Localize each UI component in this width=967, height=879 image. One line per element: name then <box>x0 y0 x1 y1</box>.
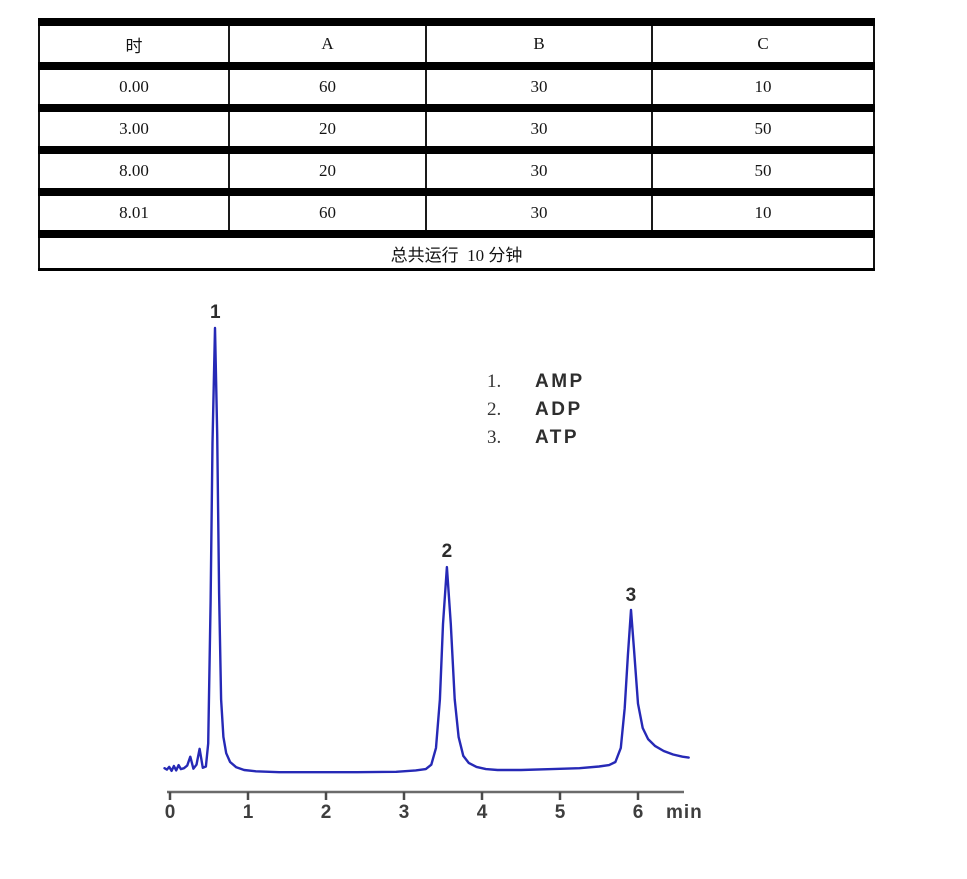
legend: 1. AMP 2. ADP 3. ATP <box>487 371 585 455</box>
table-row: 3.00 20 30 50 <box>39 108 874 154</box>
table-cell: 50 <box>651 150 874 196</box>
x-axis-tick-label: 1 <box>242 802 254 823</box>
peak-label-amp: 1 <box>209 302 221 323</box>
legend-name: ATP <box>535 427 580 448</box>
table-cell: 30 <box>425 192 652 238</box>
table-cell: 30 <box>425 108 652 154</box>
legend-marker: 3. <box>487 427 502 448</box>
x-axis-tick-label: 6 <box>632 802 644 823</box>
legend-marker: 1. <box>487 371 502 392</box>
legend-marker: 2. <box>487 399 502 420</box>
peak-label-atp: 3 <box>625 584 637 606</box>
table-cell: 60 <box>228 192 426 238</box>
table-cell: 60 <box>228 66 426 112</box>
x-axis-unit-label: min <box>666 802 703 823</box>
table-cell: 20 <box>228 108 426 154</box>
table-footer-cell: 总共运行 10 分钟 <box>390 245 523 265</box>
legend-name: ADP <box>535 399 583 420</box>
column-header: B <box>425 22 652 70</box>
column-header: C <box>651 22 874 70</box>
column-header: A <box>228 22 426 70</box>
gradient-table: 时 A B C 0.00 60 30 10 3.00 20 30 50 8.00 20 30 50 8.01 60… <box>38 18 875 271</box>
table-cell: 30 <box>425 66 652 112</box>
table-cell: 10 <box>651 66 874 112</box>
table-row: 8.01 60 30 10 <box>39 192 874 238</box>
table-cell: 0.00 <box>39 66 229 112</box>
column-header: 时 <box>39 22 229 70</box>
peak-label-adp: 2 <box>441 540 453 562</box>
table-row: 0.00 60 30 10 <box>39 66 874 112</box>
table-cell: 50 <box>651 108 874 154</box>
table-cell: 10 <box>651 192 874 238</box>
legend-row: 1. AMP <box>487 371 585 392</box>
table-footer-row: 总共运行 10 分钟 <box>39 234 874 270</box>
legend-row: 3. ATP <box>487 427 585 448</box>
x-axis-tick-label: 0 <box>164 802 176 823</box>
table-cell: 8.00 <box>39 150 229 196</box>
x-axis-tick-label: 4 <box>476 802 488 823</box>
table-cell: 8.01 <box>39 192 229 238</box>
x-axis-tick-label: 5 <box>554 802 566 823</box>
chromatogram-trace <box>163 326 690 774</box>
legend-name: AMP <box>535 371 585 392</box>
table-cell: 20 <box>228 150 426 196</box>
table-cell: 3.00 <box>39 108 229 154</box>
x-axis-tick-label: 3 <box>398 802 410 823</box>
table-row: 8.00 20 30 50 <box>39 150 874 196</box>
table-cell: 30 <box>425 150 652 196</box>
x-axis-tick-label: 2 <box>320 802 332 823</box>
legend-row: 2. ADP <box>487 399 585 420</box>
